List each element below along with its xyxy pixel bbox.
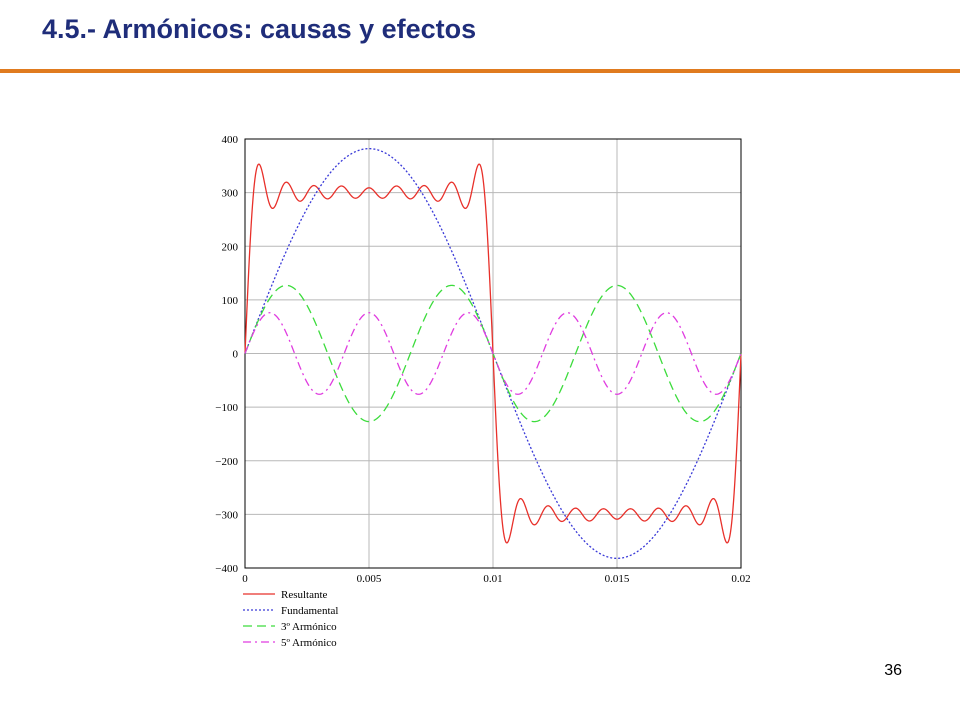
- slide-title: 4.5.- Armónicos: causas y efectos: [42, 14, 477, 44]
- x-tick-label: 0.02: [731, 573, 750, 585]
- legend-label: 3º Armónico: [281, 621, 337, 633]
- y-tick-label: −200: [215, 456, 238, 468]
- y-tick-label: 300: [222, 188, 239, 200]
- x-tick-label: 0.015: [605, 573, 630, 585]
- x-tick-label: 0: [242, 573, 248, 585]
- series-line-2: [244, 147, 742, 560]
- x-tick-label: 0.005: [357, 573, 382, 585]
- y-tick-label: −100: [215, 402, 238, 414]
- tick-labels: 400 300 200 100 0 −100 −200 −300 −400 0 0.005 0.01 0…: [215, 134, 750, 585]
- legend: Resultante Fundamental 3º Armónico 5º Armón…: [243, 589, 338, 649]
- y-tick-label: −300: [215, 509, 238, 521]
- series-lines: [244, 147, 742, 560]
- title-divider: [0, 69, 960, 73]
- y-tick-label: 100: [222, 295, 239, 307]
- legend-label: Fundamental: [281, 605, 338, 617]
- y-tick-label: 200: [222, 241, 239, 253]
- y-tick-label: 400: [222, 134, 239, 146]
- series-line-4: [244, 312, 742, 395]
- y-tick-label: −400: [215, 563, 238, 575]
- y-tick-label: 0: [233, 349, 239, 361]
- x-tick-label: 0.01: [483, 573, 502, 585]
- legend-label: Resultante: [281, 589, 328, 601]
- page-number: 36: [884, 662, 902, 679]
- legend-label: 5º Armónico: [281, 637, 337, 649]
